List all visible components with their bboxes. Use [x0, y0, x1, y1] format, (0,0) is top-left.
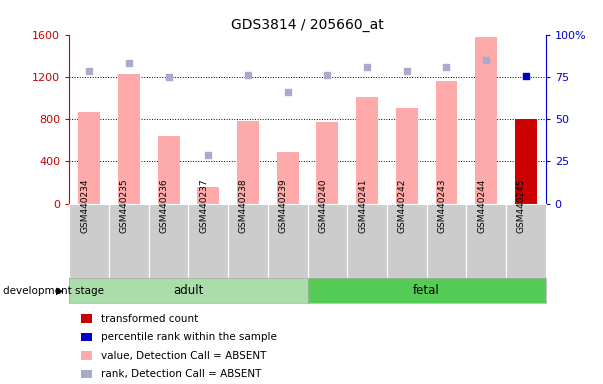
Point [124, 60, 134, 66]
Bar [157, 136, 180, 204]
Text: GSM440239: GSM440239 [279, 179, 288, 233]
Text: GSM440241: GSM440241 [358, 179, 367, 233]
Point [243, 72, 253, 78]
Text: fetal: fetal [413, 285, 440, 297]
Bar [435, 81, 458, 204]
Bar [197, 187, 219, 204]
Text: GSM440236: GSM440236 [160, 179, 169, 233]
Bar [277, 152, 298, 204]
Title: GDS3814 / 205660_at: GDS3814 / 205660_at [231, 18, 384, 32]
Bar [396, 109, 418, 204]
Point [521, 73, 531, 79]
Text: value, Detection Call = ABSENT: value, Detection Call = ABSENT [101, 351, 267, 361]
Bar [78, 112, 100, 204]
Text: transformed count: transformed count [101, 314, 198, 324]
Point [441, 64, 451, 70]
Point [481, 57, 491, 63]
Text: GSM440238: GSM440238 [239, 179, 248, 233]
Point [323, 72, 332, 78]
Text: GSM440244: GSM440244 [477, 179, 486, 233]
Point [203, 152, 213, 158]
Bar [118, 74, 140, 204]
Point [164, 74, 174, 80]
Point [283, 89, 292, 95]
Text: GSM440237: GSM440237 [199, 179, 208, 233]
Text: GSM440242: GSM440242 [398, 179, 407, 233]
Bar [317, 122, 338, 204]
Text: rank, Detection Call = ABSENT: rank, Detection Call = ABSENT [101, 369, 262, 379]
Text: ▶: ▶ [56, 286, 63, 296]
Bar [237, 121, 259, 204]
Point [362, 64, 372, 70]
Text: development stage: development stage [3, 286, 104, 296]
Text: percentile rank within the sample: percentile rank within the sample [101, 332, 277, 342]
Point [402, 68, 412, 74]
Bar [475, 37, 497, 204]
Bar [515, 119, 537, 204]
Text: GSM440235: GSM440235 [120, 179, 129, 233]
Text: GSM440240: GSM440240 [318, 179, 327, 233]
Text: adult: adult [173, 285, 204, 297]
Text: GSM440245: GSM440245 [517, 179, 526, 233]
Point [84, 68, 94, 74]
Text: GSM440234: GSM440234 [80, 179, 89, 233]
Bar [356, 97, 378, 204]
Text: GSM440243: GSM440243 [437, 179, 446, 233]
